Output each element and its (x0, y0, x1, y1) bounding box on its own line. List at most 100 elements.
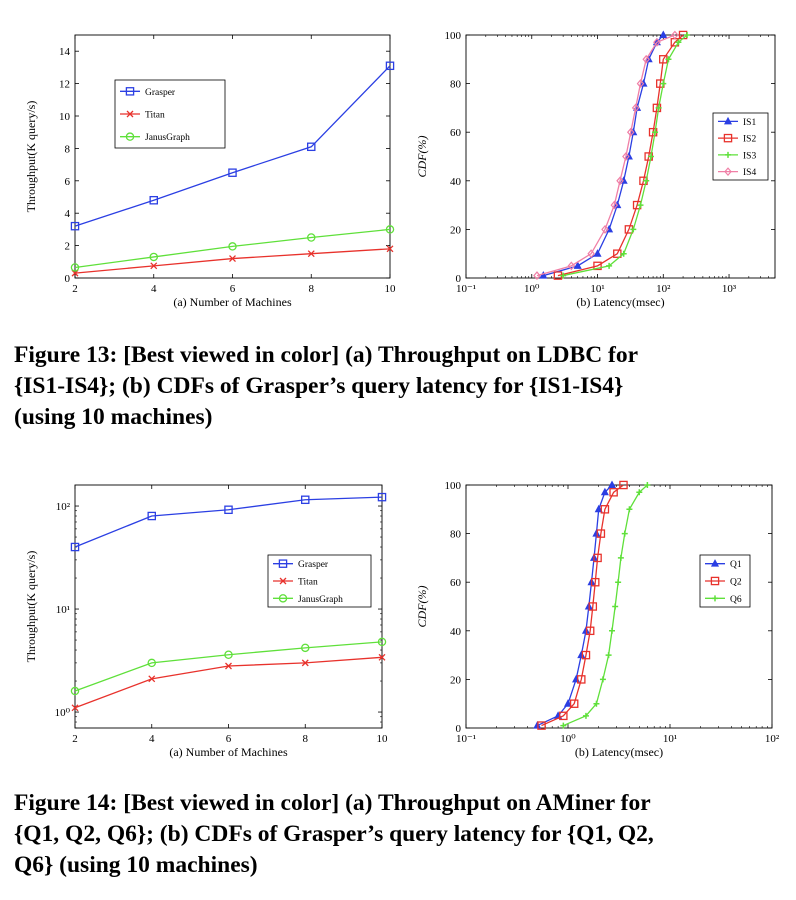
x-tick-label: 8 (309, 283, 315, 295)
data-point (588, 602, 598, 611)
data-point (671, 30, 679, 40)
data-point (617, 554, 624, 561)
legend-label: Titan (298, 578, 318, 588)
data-point (300, 643, 310, 653)
legend-box (712, 112, 769, 181)
legend-swatch-marker (710, 576, 720, 586)
plot-frame (465, 484, 773, 729)
legend: Grasper Titan JanusGraph (267, 554, 372, 608)
x-axis-label: (b) Latency(msec) (575, 745, 663, 759)
y-tick-label: 60 (450, 577, 462, 589)
data-point (377, 637, 387, 647)
x-tick-label: 8 (303, 733, 309, 745)
legend-label: JanusGraph (298, 595, 343, 605)
x-tick-label: 10¹ (590, 283, 604, 295)
data-point (659, 30, 668, 38)
y-tick-label: 60 (450, 127, 462, 139)
data-point (386, 245, 394, 253)
legend-label: Titan (145, 111, 165, 121)
series-q6 (560, 482, 651, 729)
y-axis-label: CDF(%) (415, 136, 429, 178)
data-point (665, 56, 672, 63)
data-point (596, 529, 606, 538)
legend-swatch-marker (712, 595, 718, 602)
x-tick-label: 10¹ (663, 733, 677, 745)
data-point (148, 675, 156, 683)
data-point (560, 272, 567, 279)
series-titan (71, 653, 386, 712)
x-tick-label: 10⁻¹ (456, 283, 476, 295)
data-point (149, 252, 158, 262)
y-tick-label: 8 (65, 143, 71, 155)
figure13-caption-line1: Figure 13: [Best viewed in color] (a) Th… (14, 342, 639, 368)
legend: Q1 Q2 Q6 (699, 554, 751, 608)
data-point (587, 249, 595, 259)
data-point (636, 79, 645, 89)
data-point (631, 103, 640, 113)
data-point (147, 511, 156, 521)
legend-label: IS3 (743, 151, 756, 161)
data-point (593, 553, 602, 563)
legend-label: IS1 (743, 118, 756, 128)
data-point (539, 271, 548, 279)
data-point (610, 200, 619, 210)
chart-fig14b: 10⁻¹ 10⁰ 10¹ 10² 0 20 40 60 80 100 (b) Latency(mse… (415, 480, 780, 759)
data-point (567, 261, 576, 271)
series-line (74, 65, 391, 227)
x-tick-label: 10² (765, 733, 780, 745)
data-point (228, 168, 237, 177)
data-point (300, 495, 310, 505)
y-tick-label: 20 (450, 674, 462, 686)
data-point (593, 700, 600, 707)
figure13-caption-line2: {IS1-IS4}; (b) CDFs of Grasper’s query l… (14, 373, 624, 399)
data-point (605, 652, 612, 659)
data-point (385, 61, 395, 71)
series-is1 (539, 30, 668, 279)
x-tick-label: 10³ (722, 283, 737, 295)
legend-swatch-marker (125, 132, 135, 141)
data-point (622, 152, 630, 161)
figure14-caption: Figure 14: [Best viewed in color] (a) Th… (14, 788, 784, 881)
series-line (563, 484, 648, 727)
data-point (224, 505, 233, 515)
series-line (74, 496, 383, 548)
data-point (592, 529, 601, 537)
data-point (606, 262, 613, 269)
data-point (594, 504, 603, 513)
x-tick-label: 4 (149, 733, 155, 745)
data-point (636, 489, 643, 496)
figure14-caption-line3: Q6} (using 10 machines) (14, 852, 258, 878)
data-point (600, 505, 610, 514)
x-tick-label: 10⁰ (524, 283, 540, 295)
x-axis-label: (b) Latency(msec) (576, 295, 664, 309)
data-point (563, 699, 573, 707)
y-tick-label: 100 (445, 480, 462, 492)
series-line (557, 34, 684, 277)
data-point (591, 577, 600, 587)
legend-label: JanusGraph (145, 133, 190, 143)
y-tick-label: 12 (59, 79, 70, 91)
data-point (537, 721, 546, 730)
y-tick-label: 10² (56, 501, 71, 513)
x-axis-label: (a) Number of Machines (169, 745, 288, 759)
x-tick-label: 10 (385, 283, 397, 295)
data-point (608, 627, 615, 634)
legend-swatch-marker (724, 167, 732, 177)
data-point (229, 255, 236, 263)
series-janusgraph (70, 637, 387, 696)
data-point (577, 675, 586, 684)
data-point (377, 492, 387, 502)
series-line (536, 34, 676, 277)
legend-swatch-marker (126, 110, 134, 118)
series-line (541, 484, 624, 727)
y-tick-label: 2 (65, 241, 71, 253)
y-tick-label: 10 (59, 111, 71, 123)
x-tick-label: 10² (656, 283, 671, 295)
series-line (74, 641, 383, 692)
data-point (225, 662, 232, 670)
series-janusgraph (70, 225, 395, 272)
data-point (601, 224, 609, 234)
data-point (626, 127, 635, 137)
data-point (585, 626, 595, 636)
data-point (385, 225, 395, 234)
